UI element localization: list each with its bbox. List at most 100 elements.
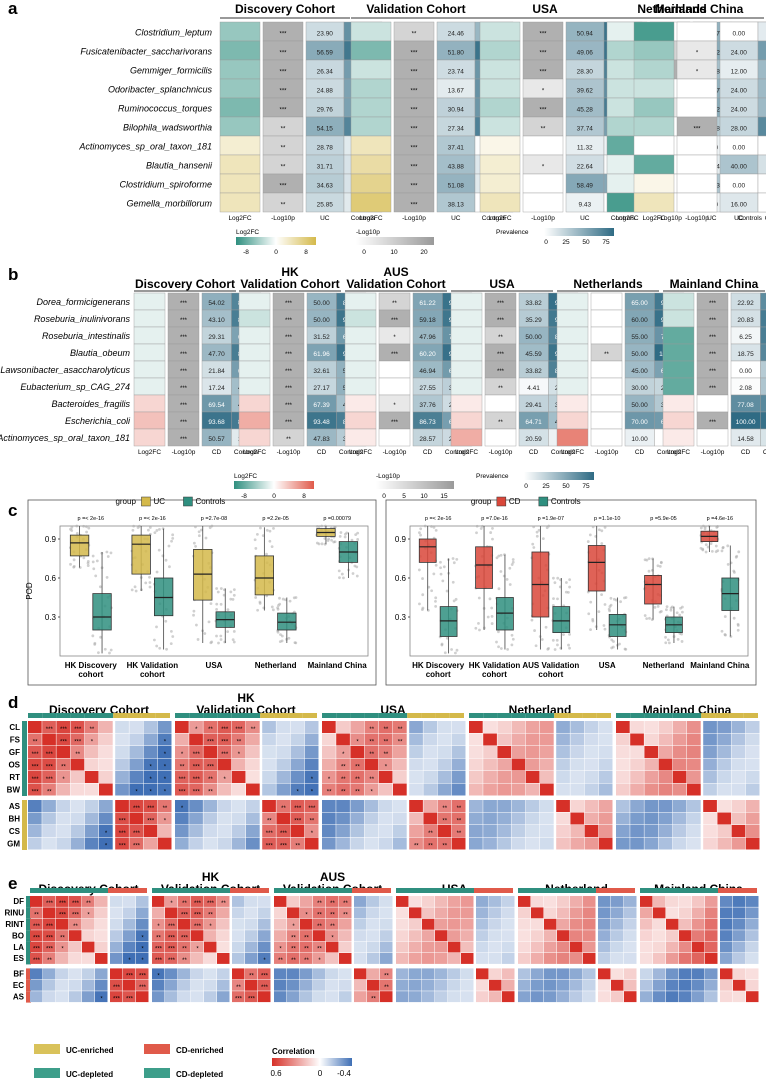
col-group-bar bbox=[56, 888, 69, 893]
corr-cell bbox=[717, 800, 732, 812]
ctrl-prev-cell bbox=[760, 411, 766, 430]
corr-cell bbox=[461, 941, 474, 953]
log2fc-cell bbox=[133, 411, 166, 430]
corr-cell bbox=[217, 953, 230, 964]
log2fc-cell bbox=[633, 116, 675, 137]
jitter-point bbox=[138, 524, 141, 528]
col-group-bar bbox=[511, 713, 526, 718]
row-label-RINT: RINT bbox=[5, 920, 24, 929]
jitter-point bbox=[192, 541, 196, 545]
corr-cell bbox=[437, 837, 452, 850]
log2fc-cell bbox=[219, 78, 261, 99]
corr-cell bbox=[43, 918, 56, 930]
case-prev-value: 47.83 bbox=[313, 436, 330, 443]
corr-cell bbox=[653, 968, 666, 980]
corr-cell bbox=[258, 953, 271, 964]
jitter-point bbox=[556, 576, 560, 580]
corr-stars: ** bbox=[47, 958, 52, 964]
log2fc-cell bbox=[479, 40, 521, 61]
ctrl-prev-cell bbox=[757, 59, 766, 80]
corr-cell bbox=[304, 800, 319, 812]
ctrl-prev-cell bbox=[757, 116, 766, 137]
corr-stars: ** bbox=[221, 901, 226, 907]
jitter-point bbox=[91, 634, 95, 638]
corr-cell bbox=[511, 733, 526, 746]
jitter-point bbox=[477, 596, 481, 600]
corr-cell bbox=[518, 968, 531, 980]
corr-cell bbox=[69, 941, 82, 953]
corr-cell bbox=[525, 837, 540, 850]
col-group-bar bbox=[141, 713, 156, 718]
corr-cell bbox=[720, 907, 733, 919]
log2fc-cell bbox=[133, 343, 166, 362]
jitter-point bbox=[288, 599, 292, 603]
log2fc-cell bbox=[556, 394, 589, 413]
case-prev-value: 27.34 bbox=[448, 125, 465, 132]
corr-cell bbox=[435, 941, 448, 953]
case-prev-value: 27.55 bbox=[419, 385, 436, 392]
corr-cell bbox=[380, 953, 393, 964]
corr-cell bbox=[157, 746, 172, 758]
jitter-point bbox=[475, 531, 478, 535]
corr-cell bbox=[672, 746, 687, 758]
corr-cell bbox=[422, 918, 435, 930]
jitter-point bbox=[338, 576, 341, 580]
corr-stars: ** bbox=[208, 790, 213, 796]
case-prev-value: 9.43 bbox=[578, 201, 591, 208]
corr-cell bbox=[276, 812, 291, 825]
col-group-bar bbox=[582, 713, 597, 718]
corr-cell bbox=[231, 837, 246, 850]
panel-label: a bbox=[8, 0, 18, 18]
log2fc-cell bbox=[662, 394, 695, 413]
corr-cell bbox=[231, 783, 246, 796]
ctrl-prev-cell bbox=[760, 326, 766, 345]
corr-cell bbox=[731, 733, 746, 746]
corr-cell bbox=[175, 733, 189, 746]
corr-cell bbox=[110, 941, 123, 953]
corr-cell bbox=[540, 825, 554, 837]
corr-cell bbox=[616, 800, 630, 812]
corr-cell bbox=[598, 979, 611, 991]
corr-stars: *** bbox=[119, 844, 127, 850]
corr-cell bbox=[658, 746, 673, 758]
corr-cell bbox=[476, 979, 489, 991]
corr-cell bbox=[745, 837, 760, 850]
corr-cell bbox=[437, 721, 452, 733]
jitter-point bbox=[105, 550, 109, 554]
jitter-point bbox=[108, 651, 111, 655]
corr-cell bbox=[326, 930, 339, 942]
log2fc-cell bbox=[633, 21, 675, 42]
corr-cell bbox=[350, 758, 365, 771]
legend-label: Controls bbox=[551, 497, 581, 506]
jitter-point bbox=[133, 585, 137, 589]
p-stars: *** bbox=[709, 386, 717, 392]
corr-stars: * bbox=[385, 765, 388, 771]
corr-cell bbox=[616, 825, 630, 837]
col-group-bar bbox=[99, 713, 114, 718]
corr-cell bbox=[339, 907, 352, 919]
corr-cell bbox=[339, 918, 352, 930]
log2fc-cell bbox=[219, 21, 261, 42]
corr-stars: ** bbox=[208, 913, 213, 919]
corr-cell bbox=[570, 758, 585, 771]
row-label-LA: LA bbox=[13, 943, 24, 952]
jitter-point bbox=[87, 526, 91, 530]
corr-cell bbox=[258, 907, 271, 919]
corr-cell bbox=[705, 968, 718, 980]
jitter-point bbox=[587, 612, 591, 616]
col-group-bar bbox=[622, 888, 635, 893]
row-label-ES: ES bbox=[13, 954, 24, 963]
p-stars: *** bbox=[539, 51, 547, 57]
p-stars: *** bbox=[180, 335, 188, 341]
cohort-title-0: Discovery Cohort bbox=[235, 2, 335, 16]
corr-cell bbox=[115, 771, 129, 783]
corr-cell bbox=[95, 907, 108, 919]
corr-cell bbox=[336, 800, 350, 812]
row-group-bar bbox=[22, 800, 27, 813]
corr-cell bbox=[396, 953, 409, 964]
corr-cell bbox=[666, 941, 679, 953]
log10p-cell bbox=[696, 394, 729, 413]
box-UC bbox=[131, 534, 151, 575]
corr-cell bbox=[672, 758, 687, 771]
jitter-point bbox=[648, 616, 651, 620]
